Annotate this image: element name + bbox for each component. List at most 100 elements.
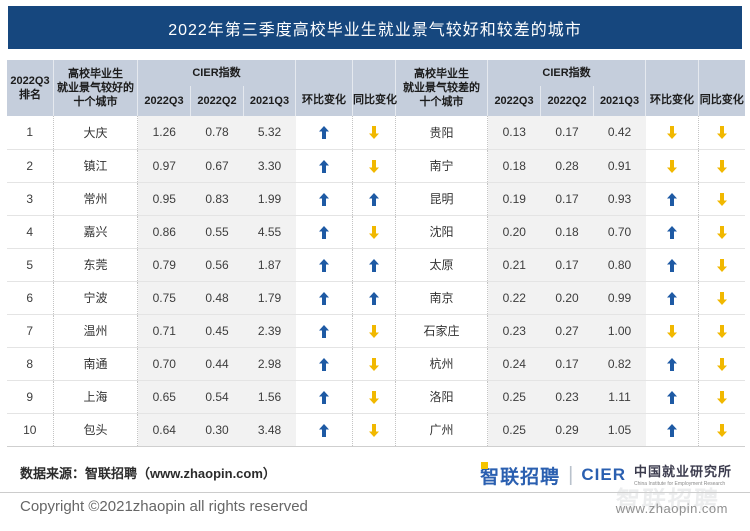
left-yoy-change-header: 同比变化	[352, 60, 397, 116]
left-2022q3-cell: 0.70	[137, 347, 191, 381]
left-2022q3-cell: 0.79	[137, 248, 191, 282]
down-arrow-icon	[369, 422, 380, 437]
left-2021q3-cell: 1.79	[243, 281, 296, 315]
left-city-cell: 上海	[53, 380, 138, 414]
right-2021q3-cell: 0.82	[593, 347, 646, 381]
right-city-cell: 石家庄	[395, 314, 489, 348]
up-arrow-icon	[369, 191, 380, 206]
table-body: 1 大庆 1.26 0.78 5.32 贵阳 0.13 0.17 0.42 2 镇江 0.97 0.67…	[6, 116, 745, 447]
right-yoy-change-header: 同比变化	[698, 60, 745, 116]
down-arrow-icon	[716, 422, 727, 437]
left-2021q3-cell: 1.87	[243, 248, 296, 282]
left-2022q2-cell: 0.54	[190, 380, 244, 414]
left-mom-cell	[295, 215, 353, 249]
up-arrow-icon	[666, 356, 677, 371]
table-row: 6 宁波 0.75 0.48 1.79 南京 0.22 0.20 0.99	[6, 281, 745, 315]
down-arrow-icon	[369, 389, 380, 404]
down-arrow-icon	[666, 125, 677, 140]
rank-cell: 5	[6, 248, 54, 282]
up-arrow-icon	[666, 224, 677, 239]
left-yoy-cell	[352, 215, 396, 249]
right-2022q3-cell: 0.25	[487, 413, 541, 447]
rank-cell: 4	[6, 215, 54, 249]
zhaopin-logo-text: 智联招聘	[480, 466, 561, 488]
left-city-header: 高校毕业生 就业景气较好的 十个城市	[53, 60, 138, 116]
left-city-cell: 南通	[53, 347, 138, 381]
right-2021q3-cell: 0.93	[593, 182, 646, 216]
right-city-cell: 沈阳	[395, 215, 489, 249]
table-row: 10 包头 0.64 0.30 3.48 广州 0.25 0.29 1.05	[6, 413, 745, 447]
right-mom-cell	[645, 413, 699, 447]
right-yoy-cell	[698, 281, 745, 315]
right-col-2022q3: 2022Q3	[487, 86, 541, 116]
table-row: 1 大庆 1.26 0.78 5.32 贵阳 0.13 0.17 0.42	[6, 116, 745, 150]
brand-block: 智联招聘 | CIER 中国就业研究所 China Institute for …	[480, 458, 732, 492]
left-2021q3-cell: 3.30	[243, 149, 296, 183]
left-city-cell: 镇江	[53, 149, 138, 183]
right-yoy-cell	[698, 380, 745, 414]
down-arrow-icon	[369, 224, 380, 239]
table-row: 9 上海 0.65 0.54 1.56 洛阳 0.25 0.23 1.11	[6, 380, 745, 414]
right-col-2021q3: 2021Q3	[593, 86, 646, 116]
right-city-cell: 杭州	[395, 347, 489, 381]
right-2021q3-cell: 1.11	[593, 380, 646, 414]
rank-header: 2022Q3 排名	[6, 60, 54, 116]
up-arrow-icon	[666, 422, 677, 437]
right-city-cell: 洛阳	[395, 380, 489, 414]
right-city-header: 高校毕业生 就业景气较差的 十个城市	[395, 60, 488, 116]
rank-cell: 7	[6, 314, 54, 348]
right-yoy-cell	[698, 182, 745, 216]
right-city-cell: 贵阳	[395, 116, 489, 150]
left-2022q3-cell: 0.75	[137, 281, 191, 315]
left-mom-cell	[295, 248, 353, 282]
left-yoy-cell	[352, 413, 396, 447]
right-mom-cell	[645, 215, 699, 249]
right-2022q2-cell: 0.27	[540, 314, 594, 348]
up-arrow-icon	[318, 356, 329, 371]
left-2022q3-cell: 1.26	[137, 116, 191, 150]
left-2022q2-cell: 0.45	[190, 314, 244, 348]
right-2021q3-cell: 1.05	[593, 413, 646, 447]
up-arrow-icon	[369, 257, 380, 272]
up-arrow-icon	[369, 290, 380, 305]
right-col-2022q2: 2022Q2	[540, 86, 594, 116]
zhaopin-logo: 智联招聘	[480, 461, 561, 489]
title-bar: 2022年第三季度高校毕业生就业景气较好和较差的城市	[8, 6, 742, 49]
right-2022q2-cell: 0.23	[540, 380, 594, 414]
right-yoy-cell	[698, 149, 745, 183]
left-mom-cell	[295, 182, 353, 216]
table-header: 2022Q3 排名 高校毕业生 就业景气较好的 十个城市 CIER指数 环比变化…	[6, 60, 745, 116]
left-yoy-cell	[352, 347, 396, 381]
down-arrow-icon	[369, 356, 380, 371]
down-arrow-icon	[716, 224, 727, 239]
left-yoy-cell	[352, 314, 396, 348]
right-2022q2-cell: 0.18	[540, 215, 594, 249]
left-city-cell: 东莞	[53, 248, 138, 282]
right-2022q3-cell: 0.20	[487, 215, 541, 249]
down-arrow-icon	[716, 257, 727, 272]
down-arrow-icon	[666, 323, 677, 338]
right-city-cell: 昆明	[395, 182, 489, 216]
right-city-cell: 南宁	[395, 149, 489, 183]
left-col-2022q2: 2022Q2	[190, 86, 244, 116]
rank-cell: 9	[6, 380, 54, 414]
website-url: www.zhaopin.com	[615, 501, 728, 516]
down-arrow-icon	[666, 158, 677, 173]
down-arrow-icon	[716, 191, 727, 206]
left-2022q3-cell: 0.97	[137, 149, 191, 183]
left-2022q2-cell: 0.48	[190, 281, 244, 315]
up-arrow-icon	[318, 224, 329, 239]
right-2022q3-cell: 0.22	[487, 281, 541, 315]
down-arrow-icon	[716, 323, 727, 338]
left-2022q3-cell: 0.71	[137, 314, 191, 348]
down-arrow-icon	[369, 323, 380, 338]
right-2022q2-cell: 0.17	[540, 248, 594, 282]
rank-cell: 10	[6, 413, 54, 447]
left-2021q3-cell: 2.39	[243, 314, 296, 348]
left-yoy-cell	[352, 149, 396, 183]
right-yoy-cell	[698, 314, 745, 348]
left-city-cell: 大庆	[53, 116, 138, 150]
up-arrow-icon	[666, 389, 677, 404]
up-arrow-icon	[318, 323, 329, 338]
right-2022q2-cell: 0.20	[540, 281, 594, 315]
